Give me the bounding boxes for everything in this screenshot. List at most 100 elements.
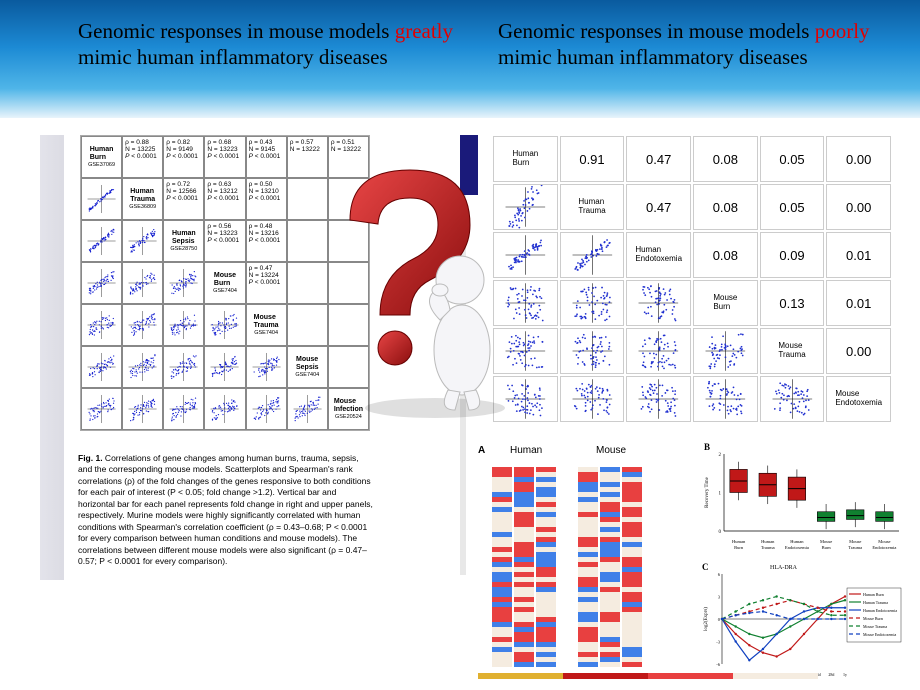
matrix-scatter-cell: [122, 220, 163, 262]
svg-text:Trauma: Trauma: [848, 545, 862, 550]
panel-c-timecourse: CHLA-DRA-6-3036log2(Exprs)2h4h8h12h1d3d7…: [700, 560, 905, 680]
heatmap-mouse: [578, 467, 642, 667]
svg-text:HLA-DRA: HLA-DRA: [770, 565, 798, 571]
matrix-scatter-cell: [122, 346, 163, 388]
svg-text:6: 6: [718, 572, 721, 577]
right-matrix-diag-label: MouseEndotoxemia: [826, 376, 891, 422]
right-matrix-scatter-cell: [560, 232, 625, 278]
right-matrix-scatter-cell: [626, 328, 691, 374]
matrix-scatter-cell: [81, 262, 122, 304]
right-matrix-scatter-cell: [693, 328, 758, 374]
left-title-post: mimic human inflammatory diseases: [78, 45, 388, 69]
svg-text:Human Endotoxemia: Human Endotoxemia: [863, 608, 897, 613]
right-matrix-value-cell: 0.05: [760, 184, 825, 230]
svg-text:1y: 1y: [843, 672, 847, 677]
right-matrix-scatter-cell: [560, 376, 625, 422]
svg-text:Human: Human: [761, 539, 775, 544]
matrix-stat-cell: ρ = 0.50N = 13210P < 0.0001: [246, 178, 287, 220]
matrix-scatter-cell: [246, 388, 287, 430]
matrix-diag-label: HumanTraumaGSE36809: [122, 178, 163, 220]
matrix-stat-cell: ρ = 0.68N = 13223P < 0.0001: [204, 136, 245, 178]
right-matrix-scatter-cell: [626, 280, 691, 326]
right-matrix-value-cell: 0.00: [826, 184, 891, 230]
left-title-keyword: greatly: [395, 19, 453, 43]
right-matrix-value-cell: 0.00: [826, 328, 891, 374]
svg-text:Human: Human: [790, 539, 804, 544]
heatmap-column: [492, 467, 512, 667]
matrix-scatter-cell: [122, 388, 163, 430]
matrix-diag-label: MouseTraumaGSE7404: [246, 304, 287, 346]
svg-text:Mouse Burn: Mouse Burn: [863, 616, 883, 621]
heatmap-column: [514, 467, 534, 667]
svg-text:3: 3: [718, 595, 721, 600]
right-title-post: mimic human inflammatory diseases: [498, 45, 808, 69]
matrix-stat-cell: ρ = 0.63N = 13212P < 0.0001: [204, 178, 245, 220]
svg-text:Mouse: Mouse: [878, 539, 890, 544]
svg-text:Burn: Burn: [822, 545, 832, 550]
svg-text:0: 0: [719, 530, 722, 535]
figure-caption: Fig. 1. Correlations of gene changes amo…: [78, 453, 374, 568]
question-mark-figure: [320, 160, 540, 420]
right-matrix-value-cell: 0.47: [626, 184, 691, 230]
panel-a-heatmap: A Human Mouse: [478, 445, 688, 675]
panel-a-human-label: Human: [510, 445, 542, 456]
matrix-stat-cell: ρ = 0.48N = 13216P < 0.0001: [246, 220, 287, 262]
caption-lead: Fig. 1.: [78, 453, 103, 463]
right-title-pre: Genomic responses in mouse models: [498, 19, 815, 43]
right-matrix-scatter-cell: [560, 280, 625, 326]
right-matrix-value-cell: 0.08: [693, 184, 758, 230]
svg-text:Human Trauma: Human Trauma: [863, 600, 888, 605]
bottom-bar-segment: [733, 673, 818, 679]
right-matrix-value-cell: 0.05: [760, 136, 825, 182]
matrix-stat-cell: ρ = 0.43N = 9145P < 0.0001: [246, 136, 287, 178]
right-matrix-value-cell: 0.01: [826, 232, 891, 278]
svg-text:28d: 28d: [828, 672, 834, 677]
heatmap-column: [622, 467, 642, 667]
matrix-diag-label: MouseBurnGSE7404: [204, 262, 245, 304]
bottom-bar-segment: [478, 673, 563, 679]
svg-text:Trauma: Trauma: [761, 545, 775, 550]
svg-text:Mouse Trauma: Mouse Trauma: [863, 624, 887, 629]
matrix-stat-cell: ρ = 0.56N = 13223P < 0.0001: [204, 220, 245, 262]
left-title: Genomic responses in mouse models greatl…: [78, 18, 498, 118]
matrix-stat-cell: ρ = 0.82N = 9149P < 0.0001: [163, 136, 204, 178]
svg-text:log2(Exprs): log2(Exprs): [704, 607, 709, 631]
bottom-bar-segment: [648, 673, 733, 679]
matrix-scatter-cell: [122, 304, 163, 346]
matrix-stat-cell: ρ = 0.72N = 12566P < 0.0001: [163, 178, 204, 220]
matrix-scatter-cell: [163, 262, 204, 304]
matrix-stat-cell: ρ = 0.88N = 13225P < 0.0001: [122, 136, 163, 178]
content-area: HumanBurnGSE37069ρ = 0.88N = 13225P < 0.…: [0, 135, 920, 690]
matrix-scatter-cell: [122, 262, 163, 304]
matrix-scatter-cell: [163, 388, 204, 430]
matrix-scatter-cell: [204, 304, 245, 346]
right-matrix-scatter-cell: [626, 376, 691, 422]
svg-text:1: 1: [719, 492, 722, 497]
heatmap-column: [536, 467, 556, 667]
svg-text:Endotoxemia: Endotoxemia: [785, 545, 809, 550]
matrix-scatter-cell: [246, 346, 287, 388]
svg-text:Mouse: Mouse: [820, 539, 832, 544]
matrix-scatter-cell: [81, 304, 122, 346]
svg-text:Mouse: Mouse: [849, 539, 861, 544]
matrix-scatter-cell: [81, 346, 122, 388]
right-correlation-matrix: HumanBurn0.910.470.080.050.00HumanTrauma…: [492, 135, 892, 435]
bottom-bar-segment: [563, 673, 648, 679]
svg-text:Recovery Time: Recovery Time: [705, 476, 710, 507]
matrix-scatter-cell: [81, 388, 122, 430]
svg-text:Human: Human: [732, 539, 746, 544]
matrix-scatter-cell: [163, 304, 204, 346]
heatmap-column: [600, 467, 620, 667]
right-matrix-value-cell: 0.08: [693, 136, 758, 182]
matrix-scatter-cell: [204, 346, 245, 388]
svg-text:Human Burn: Human Burn: [863, 592, 884, 597]
heatmap-column: [578, 467, 598, 667]
right-matrix-diag-label: MouseTrauma: [760, 328, 825, 374]
bottom-color-bars: [478, 673, 818, 679]
matrix-scatter-cell: [81, 178, 122, 220]
left-title-pre: Genomic responses in mouse models: [78, 19, 395, 43]
right-matrix-scatter-cell: [560, 328, 625, 374]
svg-text:0: 0: [718, 617, 721, 622]
svg-text:C: C: [702, 562, 709, 572]
right-matrix-value-cell: 0.01: [826, 280, 891, 326]
